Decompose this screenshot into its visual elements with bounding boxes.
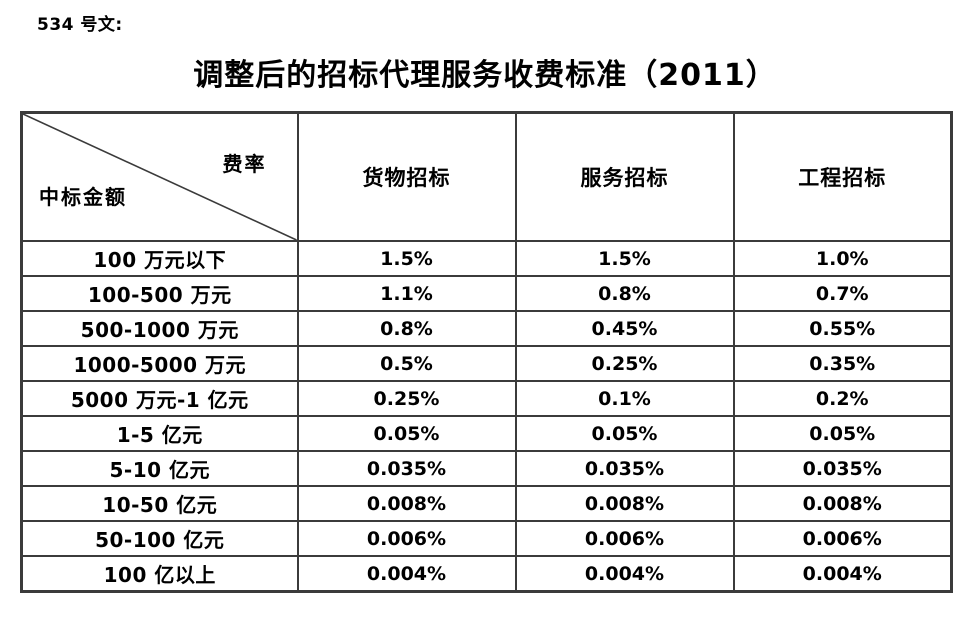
amount-range-label: 5000 万元-1 亿元	[20, 380, 299, 417]
rate-value-cell: 1.1%	[296, 275, 517, 312]
table-row: 500-1000 万元 0.8% 0.45% 0.55%	[20, 310, 953, 347]
amount-range-label: 100-500 万元	[20, 275, 299, 312]
table-row: 5-10 亿元 0.035% 0.035% 0.035%	[20, 450, 953, 487]
rate-value-cell: 1.5%	[296, 240, 517, 277]
rate-value-cell: 0.004%	[296, 555, 517, 593]
amount-range-label: 50-100 亿元	[20, 520, 299, 557]
rate-value-cell: 0.1%	[514, 380, 735, 417]
rate-value-cell: 0.55%	[732, 310, 953, 347]
rate-value-cell: 0.006%	[514, 520, 735, 557]
rate-value-cell: 0.006%	[296, 520, 517, 557]
rate-value-cell: 0.05%	[514, 415, 735, 452]
corner-header-cell: 费率 中标金额	[20, 111, 299, 242]
rate-value-cell: 0.008%	[732, 485, 953, 522]
table-body: 100 万元以下 1.5% 1.5% 1.0% 100-500 万元 1.1% 0.8% 0.…	[20, 240, 953, 593]
table-row: 100-500 万元 1.1% 0.8% 0.7%	[20, 275, 953, 312]
table-row: 1-5 亿元 0.05% 0.05% 0.05%	[20, 415, 953, 452]
doc-number-label: 534 号文:	[37, 15, 123, 35]
table-row: 100 万元以下 1.5% 1.5% 1.0%	[20, 240, 953, 277]
column-header-engineering: 工程招标	[732, 111, 953, 242]
table-row: 1000-5000 万元 0.5% 0.25% 0.35%	[20, 345, 953, 382]
rate-value-cell: 0.25%	[296, 380, 517, 417]
corner-fee-rate-label: 费率	[222, 152, 267, 176]
amount-range-label: 500-1000 万元	[20, 310, 299, 347]
rate-value-cell: 0.035%	[732, 450, 953, 487]
rate-value-cell: 0.8%	[514, 275, 735, 312]
amount-range-label: 1000-5000 万元	[20, 345, 299, 382]
rate-value-cell: 1.5%	[514, 240, 735, 277]
rate-value-cell: 0.05%	[296, 415, 517, 452]
diagonal-divider-line	[23, 114, 296, 240]
amount-range-label: 100 万元以下	[20, 240, 299, 277]
rate-value-cell: 0.2%	[732, 380, 953, 417]
rate-value-cell: 0.006%	[732, 520, 953, 557]
table-row: 10-50 亿元 0.008% 0.008% 0.008%	[20, 485, 953, 522]
rate-value-cell: 0.035%	[296, 450, 517, 487]
rate-value-cell: 0.05%	[732, 415, 953, 452]
amount-range-label: 5-10 亿元	[20, 450, 299, 487]
corner-bid-amount-label: 中标金额	[39, 185, 127, 209]
rate-value-cell: 0.25%	[514, 345, 735, 382]
rate-value-cell: 0.008%	[296, 485, 517, 522]
table-row: 100 亿以上 0.004% 0.004% 0.004%	[20, 555, 953, 593]
table-header-row: 费率 中标金额 货物招标 服务招标 工程招标	[20, 111, 953, 242]
rate-value-cell: 0.008%	[514, 485, 735, 522]
rate-value-cell: 0.004%	[514, 555, 735, 593]
column-header-goods: 货物招标	[296, 111, 517, 242]
rate-value-cell: 0.45%	[514, 310, 735, 347]
page-title: 调整后的招标代理服务收费标准（2011）	[193, 58, 777, 93]
rate-value-cell: 1.0%	[732, 240, 953, 277]
amount-range-label: 100 亿以上	[20, 555, 299, 593]
rate-value-cell: 0.35%	[732, 345, 953, 382]
rate-value-cell: 0.8%	[296, 310, 517, 347]
rate-value-cell: 0.5%	[296, 345, 517, 382]
rate-value-cell: 0.7%	[732, 275, 953, 312]
amount-range-label: 1-5 亿元	[20, 415, 299, 452]
table-row: 5000 万元-1 亿元 0.25% 0.1% 0.2%	[20, 380, 953, 417]
fee-rate-table: 费率 中标金额 货物招标 服务招标 工程招标 100 万元以下 1.5% 1.5% 1…	[20, 111, 953, 593]
rate-value-cell: 0.004%	[732, 555, 953, 593]
rate-value-cell: 0.035%	[514, 450, 735, 487]
column-header-services: 服务招标	[514, 111, 735, 242]
amount-range-label: 10-50 亿元	[20, 485, 299, 522]
table-row: 50-100 亿元 0.006% 0.006% 0.006%	[20, 520, 953, 557]
